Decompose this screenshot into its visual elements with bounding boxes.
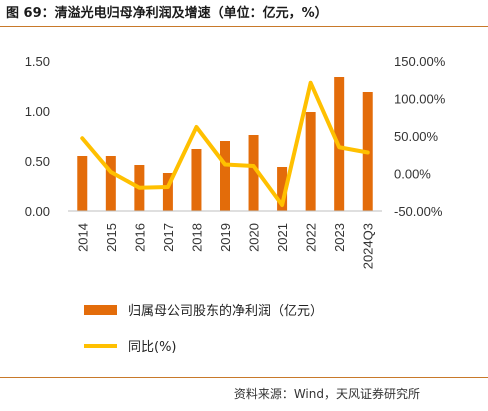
x-tick-2015: 2015 [104,223,119,252]
y-right-tick: -50.00% [394,204,443,219]
x-tick-2021: 2021 [275,223,290,252]
y-right-tick: 0.00% [394,167,431,182]
yoy-point-2018 [194,125,198,129]
yoy-point-2014 [80,136,84,140]
footer-divider [0,377,488,378]
legend-bar-swatch [84,305,117,315]
y-axis-right: -50.00% 0.00% 50.00% 100.00% 150.00% [394,54,446,219]
x-tick-2018: 2018 [189,223,204,252]
yoy-point-2021 [280,203,284,207]
yoy-point-2024Q3 [366,151,370,154]
y-right-tick: 50.00% [394,129,439,144]
yoy-point-2017 [166,185,170,189]
figure-title: 图 69：清溢光电归母净利润及增速（单位：亿元，%） [6,6,328,21]
yoy-point-2015 [109,170,113,174]
yoy-point-2023 [337,145,341,149]
legend-line-label: 同比(%) [128,340,177,355]
legend-bar-label: 归属母公司股东的净利润（亿元） [128,303,323,319]
y-right-tick: 150.00% [394,54,446,69]
yoy-point-2022 [309,81,313,85]
y-axis-left: 0.00 0.50 1.00 1.50 [25,54,50,219]
x-tick-2022: 2022 [304,223,319,252]
x-tick-2020: 2020 [247,223,262,252]
bar-2015 [105,156,116,211]
yoy-point-2020 [252,164,256,168]
x-tick-2014: 2014 [75,223,90,252]
x-tick-2016: 2016 [132,223,147,252]
x-tick-2019: 2019 [218,223,233,252]
bar-series [77,77,373,211]
title-divider [0,26,488,27]
bar-2017 [162,173,173,211]
y-left-tick: 0.50 [25,154,50,169]
y-left-tick: 1.50 [25,54,50,69]
bar-2020 [248,135,259,211]
bar-2019 [220,141,230,211]
x-tick-2024Q3: 2024Q3 [361,223,376,269]
x-tick-2023: 2023 [332,223,347,252]
bar-2022 [305,112,316,211]
yoy-point-2016 [137,186,141,190]
x-tick-2017: 2017 [161,223,176,252]
y-left-tick: 0.00 [25,204,50,219]
y-right-tick: 100.00% [394,92,446,107]
yoy-point-2019 [223,163,227,166]
y-left-tick: 1.00 [25,104,50,119]
legend: 归属母公司股东的净利润（亿元） 同比(%) [84,303,323,355]
line-series [80,80,370,207]
source-note: 资料来源：Wind，天风证券研究所 [233,387,420,401]
bar-2014 [77,156,88,211]
bar-2018 [191,149,202,211]
x-axis: 2014 2015 2016 2017 2018 2019 2020 2021 2022 2023… [68,210,382,269]
bar-2021 [277,167,288,211]
